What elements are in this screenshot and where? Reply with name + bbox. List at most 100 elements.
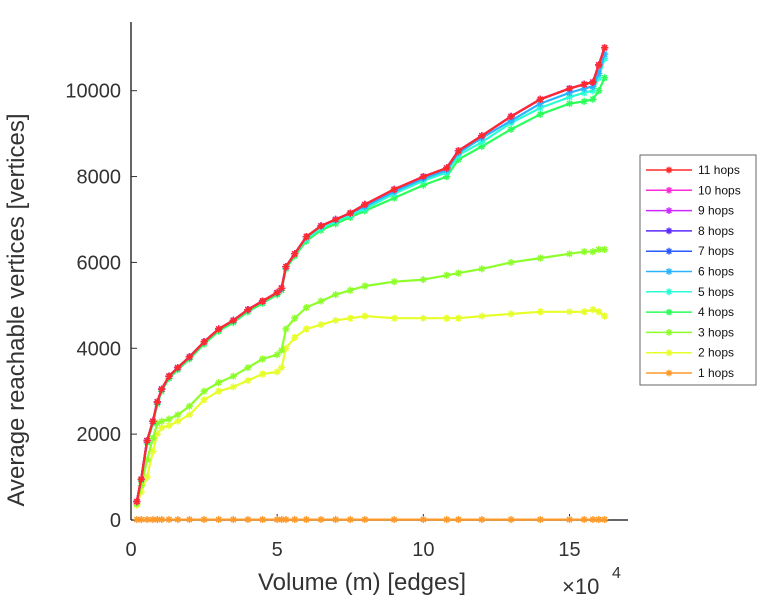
- x-multiplier: ×10 4: [562, 565, 621, 599]
- data-point: [454, 155, 463, 163]
- legend-marker: [665, 268, 673, 275]
- legend-entry: 2 hops: [646, 346, 734, 360]
- legend-marker: [665, 227, 673, 235]
- series-1-hops: [133, 515, 609, 524]
- data-point: [158, 424, 166, 432]
- data-point: [158, 515, 166, 524]
- series-10-hops: [133, 44, 609, 506]
- data-point: [244, 306, 252, 314]
- legend-label: 9 hops: [698, 204, 734, 218]
- legend-label: 11 hops: [698, 163, 740, 177]
- data-point: [149, 515, 157, 524]
- data-point: [302, 233, 311, 241]
- data-point: [601, 312, 609, 320]
- data-point: [200, 396, 208, 404]
- series-group: [133, 44, 609, 524]
- legend-entry: 5 hops: [646, 285, 734, 299]
- data-point: [536, 99, 544, 108]
- legend-label: 4 hops: [698, 305, 734, 319]
- legend-marker: [665, 349, 673, 357]
- legend-entry: 9 hops: [646, 204, 734, 218]
- data-point: [601, 245, 609, 254]
- data-point: [601, 44, 609, 52]
- axes: [130, 22, 628, 521]
- data-point: [443, 314, 451, 322]
- data-point: [332, 215, 340, 224]
- x-axis-label: Volume (m) [edges]: [258, 569, 466, 596]
- data-point: [419, 275, 427, 284]
- data-point: [215, 387, 223, 395]
- data-point: [174, 411, 182, 419]
- data-point: [137, 475, 145, 483]
- series-9-hops: [133, 44, 609, 506]
- data-point: [478, 142, 486, 151]
- series-3-hops: [133, 245, 609, 508]
- data-point: [601, 50, 609, 58]
- data-point: [215, 515, 223, 524]
- legend-box: [639, 154, 757, 386]
- data-point: [282, 325, 290, 333]
- data-point: [258, 515, 267, 524]
- data-point: [137, 488, 145, 496]
- data-point: [174, 363, 182, 372]
- data-point: [536, 254, 544, 262]
- data-point: [580, 80, 588, 88]
- data-point: [165, 415, 173, 423]
- data-point: [258, 297, 267, 305]
- data-point: [361, 200, 369, 209]
- data-point: [589, 515, 597, 524]
- series-line-6-hops: [135, 53, 606, 502]
- data-point: [595, 87, 603, 95]
- data-point: [507, 125, 515, 133]
- legend-entry: 6 hops: [646, 265, 734, 279]
- data-point: [601, 515, 609, 524]
- data-point: [507, 117, 515, 125]
- legend-label: 10 hops: [698, 183, 741, 197]
- data-point: [346, 209, 354, 217]
- legend-label: 5 hops: [698, 285, 734, 299]
- legend-label: 3 hops: [698, 325, 734, 339]
- series-line-8-hops: [135, 47, 606, 502]
- y-tick-label: 2000: [77, 424, 122, 446]
- legend-label: 2 hops: [698, 346, 734, 360]
- data-point: [589, 78, 597, 86]
- data-point: [317, 321, 325, 329]
- data-point: [143, 473, 151, 481]
- data-point: [200, 387, 208, 395]
- data-point: [277, 284, 286, 292]
- data-point: [346, 286, 354, 294]
- data-point: [507, 112, 515, 121]
- data-point: [580, 248, 588, 256]
- data-point: [601, 74, 609, 82]
- data-point: [565, 515, 574, 524]
- data-point: [589, 95, 597, 103]
- legend-marker: [665, 247, 673, 255]
- legend-entry: 4 hops: [646, 305, 734, 319]
- y-tick-label: 4000: [77, 338, 122, 360]
- data-point: [361, 282, 369, 290]
- series-7-hops: [133, 44, 609, 506]
- data-point: [580, 97, 588, 106]
- data-point: [229, 515, 237, 524]
- data-point: [282, 515, 290, 524]
- data-point: [536, 104, 544, 112]
- legend-marker: [665, 308, 673, 316]
- y-axis-label: Average reachable vertices [vertices]: [3, 113, 30, 506]
- data-point: [174, 417, 182, 425]
- data-point: [589, 82, 597, 90]
- data-point: [565, 308, 574, 316]
- data-point: [580, 308, 588, 316]
- x-tick-label: 0: [125, 539, 136, 561]
- data-point: [565, 99, 574, 108]
- data-point: [133, 515, 141, 524]
- data-point: [419, 172, 427, 181]
- data-point: [143, 456, 151, 464]
- data-point: [536, 110, 544, 118]
- data-point: [277, 515, 286, 524]
- data-point: [443, 515, 451, 524]
- data-point: [601, 54, 609, 63]
- data-point: [580, 515, 588, 524]
- data-point: [229, 316, 237, 324]
- data-point: [589, 306, 597, 314]
- data-point: [282, 263, 290, 271]
